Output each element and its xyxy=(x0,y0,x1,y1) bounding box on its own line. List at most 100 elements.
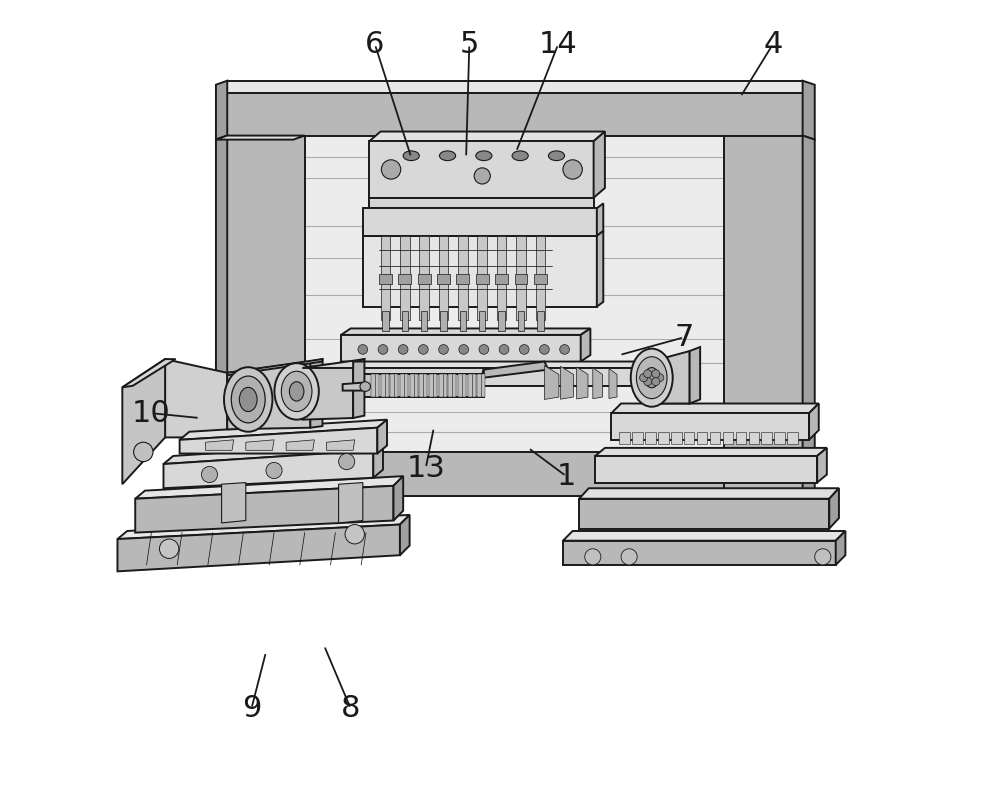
Circle shape xyxy=(474,168,490,184)
Polygon shape xyxy=(205,440,234,450)
Ellipse shape xyxy=(548,151,565,161)
Text: 8: 8 xyxy=(341,694,360,723)
Circle shape xyxy=(339,454,355,470)
Bar xyxy=(774,432,785,444)
Polygon shape xyxy=(227,93,803,136)
Bar xyxy=(787,432,798,444)
Ellipse shape xyxy=(439,151,456,161)
Bar xyxy=(516,236,526,320)
Circle shape xyxy=(479,345,489,354)
Polygon shape xyxy=(303,384,341,391)
Bar xyxy=(390,374,398,397)
Bar xyxy=(402,311,408,331)
Polygon shape xyxy=(216,136,305,140)
Circle shape xyxy=(378,345,388,354)
Bar xyxy=(536,236,545,320)
Polygon shape xyxy=(227,359,322,375)
Bar xyxy=(440,311,447,331)
Text: 6: 6 xyxy=(365,30,385,59)
Polygon shape xyxy=(579,488,839,499)
Circle shape xyxy=(652,370,660,378)
Ellipse shape xyxy=(239,387,257,412)
Bar xyxy=(460,311,466,331)
Bar xyxy=(479,311,485,331)
Bar xyxy=(382,311,389,331)
Polygon shape xyxy=(393,476,403,521)
Bar xyxy=(658,432,669,444)
Ellipse shape xyxy=(476,151,492,161)
Polygon shape xyxy=(227,362,310,429)
Circle shape xyxy=(418,345,428,354)
Polygon shape xyxy=(803,81,815,140)
Polygon shape xyxy=(163,442,383,464)
Polygon shape xyxy=(180,428,377,454)
Polygon shape xyxy=(597,203,603,236)
Ellipse shape xyxy=(512,151,528,161)
Polygon shape xyxy=(609,369,617,399)
Bar xyxy=(468,374,476,397)
Polygon shape xyxy=(335,368,655,386)
Bar xyxy=(518,311,524,331)
Ellipse shape xyxy=(644,368,659,387)
Circle shape xyxy=(499,345,509,354)
Polygon shape xyxy=(353,359,364,418)
Polygon shape xyxy=(593,368,602,399)
Polygon shape xyxy=(227,136,305,496)
Circle shape xyxy=(560,345,569,354)
Text: 7: 7 xyxy=(674,323,694,352)
Bar xyxy=(419,374,427,397)
Polygon shape xyxy=(310,359,322,428)
Bar xyxy=(476,274,489,284)
Polygon shape xyxy=(246,440,274,450)
Bar xyxy=(381,236,390,320)
Bar xyxy=(671,432,682,444)
Bar xyxy=(710,432,720,444)
Circle shape xyxy=(381,160,401,179)
Bar xyxy=(437,274,450,284)
Polygon shape xyxy=(690,347,700,404)
Polygon shape xyxy=(180,420,387,440)
Polygon shape xyxy=(335,368,484,374)
Circle shape xyxy=(201,466,218,483)
Polygon shape xyxy=(655,362,661,386)
Ellipse shape xyxy=(281,371,312,412)
Polygon shape xyxy=(597,231,603,307)
Circle shape xyxy=(398,345,408,354)
Polygon shape xyxy=(222,483,246,523)
Polygon shape xyxy=(117,515,410,539)
Bar xyxy=(498,311,505,331)
Polygon shape xyxy=(341,328,590,335)
Polygon shape xyxy=(579,499,829,529)
Circle shape xyxy=(652,378,660,386)
Polygon shape xyxy=(326,440,355,450)
Polygon shape xyxy=(809,404,819,440)
Circle shape xyxy=(640,374,648,382)
Text: 4: 4 xyxy=(763,30,782,59)
Bar xyxy=(400,236,410,320)
Polygon shape xyxy=(363,236,597,307)
Polygon shape xyxy=(227,452,803,496)
Polygon shape xyxy=(577,367,588,399)
Bar xyxy=(477,374,485,397)
Polygon shape xyxy=(373,442,383,478)
Polygon shape xyxy=(227,81,803,93)
Bar xyxy=(419,236,429,320)
Circle shape xyxy=(621,549,637,565)
Polygon shape xyxy=(238,93,803,496)
Circle shape xyxy=(585,549,601,565)
Bar xyxy=(619,432,630,444)
Bar xyxy=(645,432,656,444)
Bar xyxy=(515,274,527,284)
Polygon shape xyxy=(400,515,410,555)
Bar xyxy=(429,374,437,397)
Bar xyxy=(534,274,547,284)
Ellipse shape xyxy=(310,391,319,399)
Ellipse shape xyxy=(403,151,419,161)
Polygon shape xyxy=(594,132,605,198)
Bar xyxy=(497,236,506,320)
Ellipse shape xyxy=(224,367,272,432)
Bar xyxy=(439,236,448,320)
Polygon shape xyxy=(561,366,573,399)
Polygon shape xyxy=(302,362,353,420)
Text: 13: 13 xyxy=(406,454,445,483)
